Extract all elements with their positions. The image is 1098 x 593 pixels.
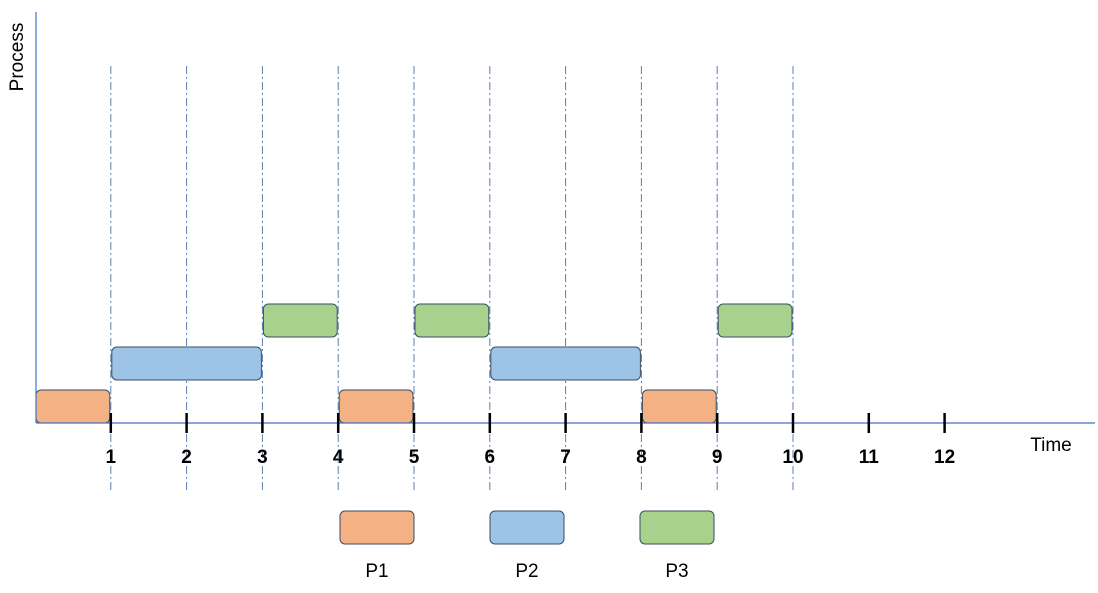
tick-label-10: 10 — [782, 447, 803, 468]
tick-label-4: 4 — [333, 447, 344, 468]
legend-swatch-p2 — [489, 510, 565, 545]
tick-label-9: 9 — [712, 447, 723, 468]
legend-swatch-p3 — [639, 510, 715, 545]
legend-swatch-p1 — [339, 510, 415, 545]
legend-label-p3: P3 — [665, 561, 688, 582]
tick-label-6: 6 — [485, 447, 496, 468]
schedule-bar-p2-1 — [111, 346, 262, 381]
schedule-bar-p1-6 — [641, 389, 717, 424]
schedule-bars — [35, 303, 793, 424]
tick-label-7: 7 — [560, 447, 571, 468]
legend-label-p1: P1 — [365, 561, 388, 582]
legend-label-p2: P2 — [515, 561, 538, 582]
schedule-bar-p1-3 — [338, 389, 414, 424]
tick-label-2: 2 — [181, 447, 192, 468]
tick-label-5: 5 — [409, 447, 420, 468]
x-axis-ticks: 1 2 3 4 5 6 7 8 9 10 11 12 — [106, 413, 955, 468]
tick-label-11: 11 — [859, 447, 880, 468]
vertical-guide-lines — [110, 66, 794, 493]
schedule-bar-p3-4 — [414, 303, 490, 338]
tick-label-3: 3 — [257, 447, 268, 468]
schedule-bar-p1-0 — [35, 389, 111, 424]
schedule-bar-p3-7 — [717, 303, 793, 338]
y-axis-title: Process — [7, 23, 28, 92]
legend: P1 P2 P3 — [339, 510, 715, 582]
schedule-bar-p2-5 — [490, 346, 641, 381]
tick-label-12: 12 — [934, 447, 955, 468]
x-axis-title: Time — [1030, 435, 1072, 456]
schedule-bar-p3-2 — [262, 303, 338, 338]
tick-label-1: 1 — [106, 447, 117, 468]
tick-label-8: 8 — [636, 447, 647, 468]
